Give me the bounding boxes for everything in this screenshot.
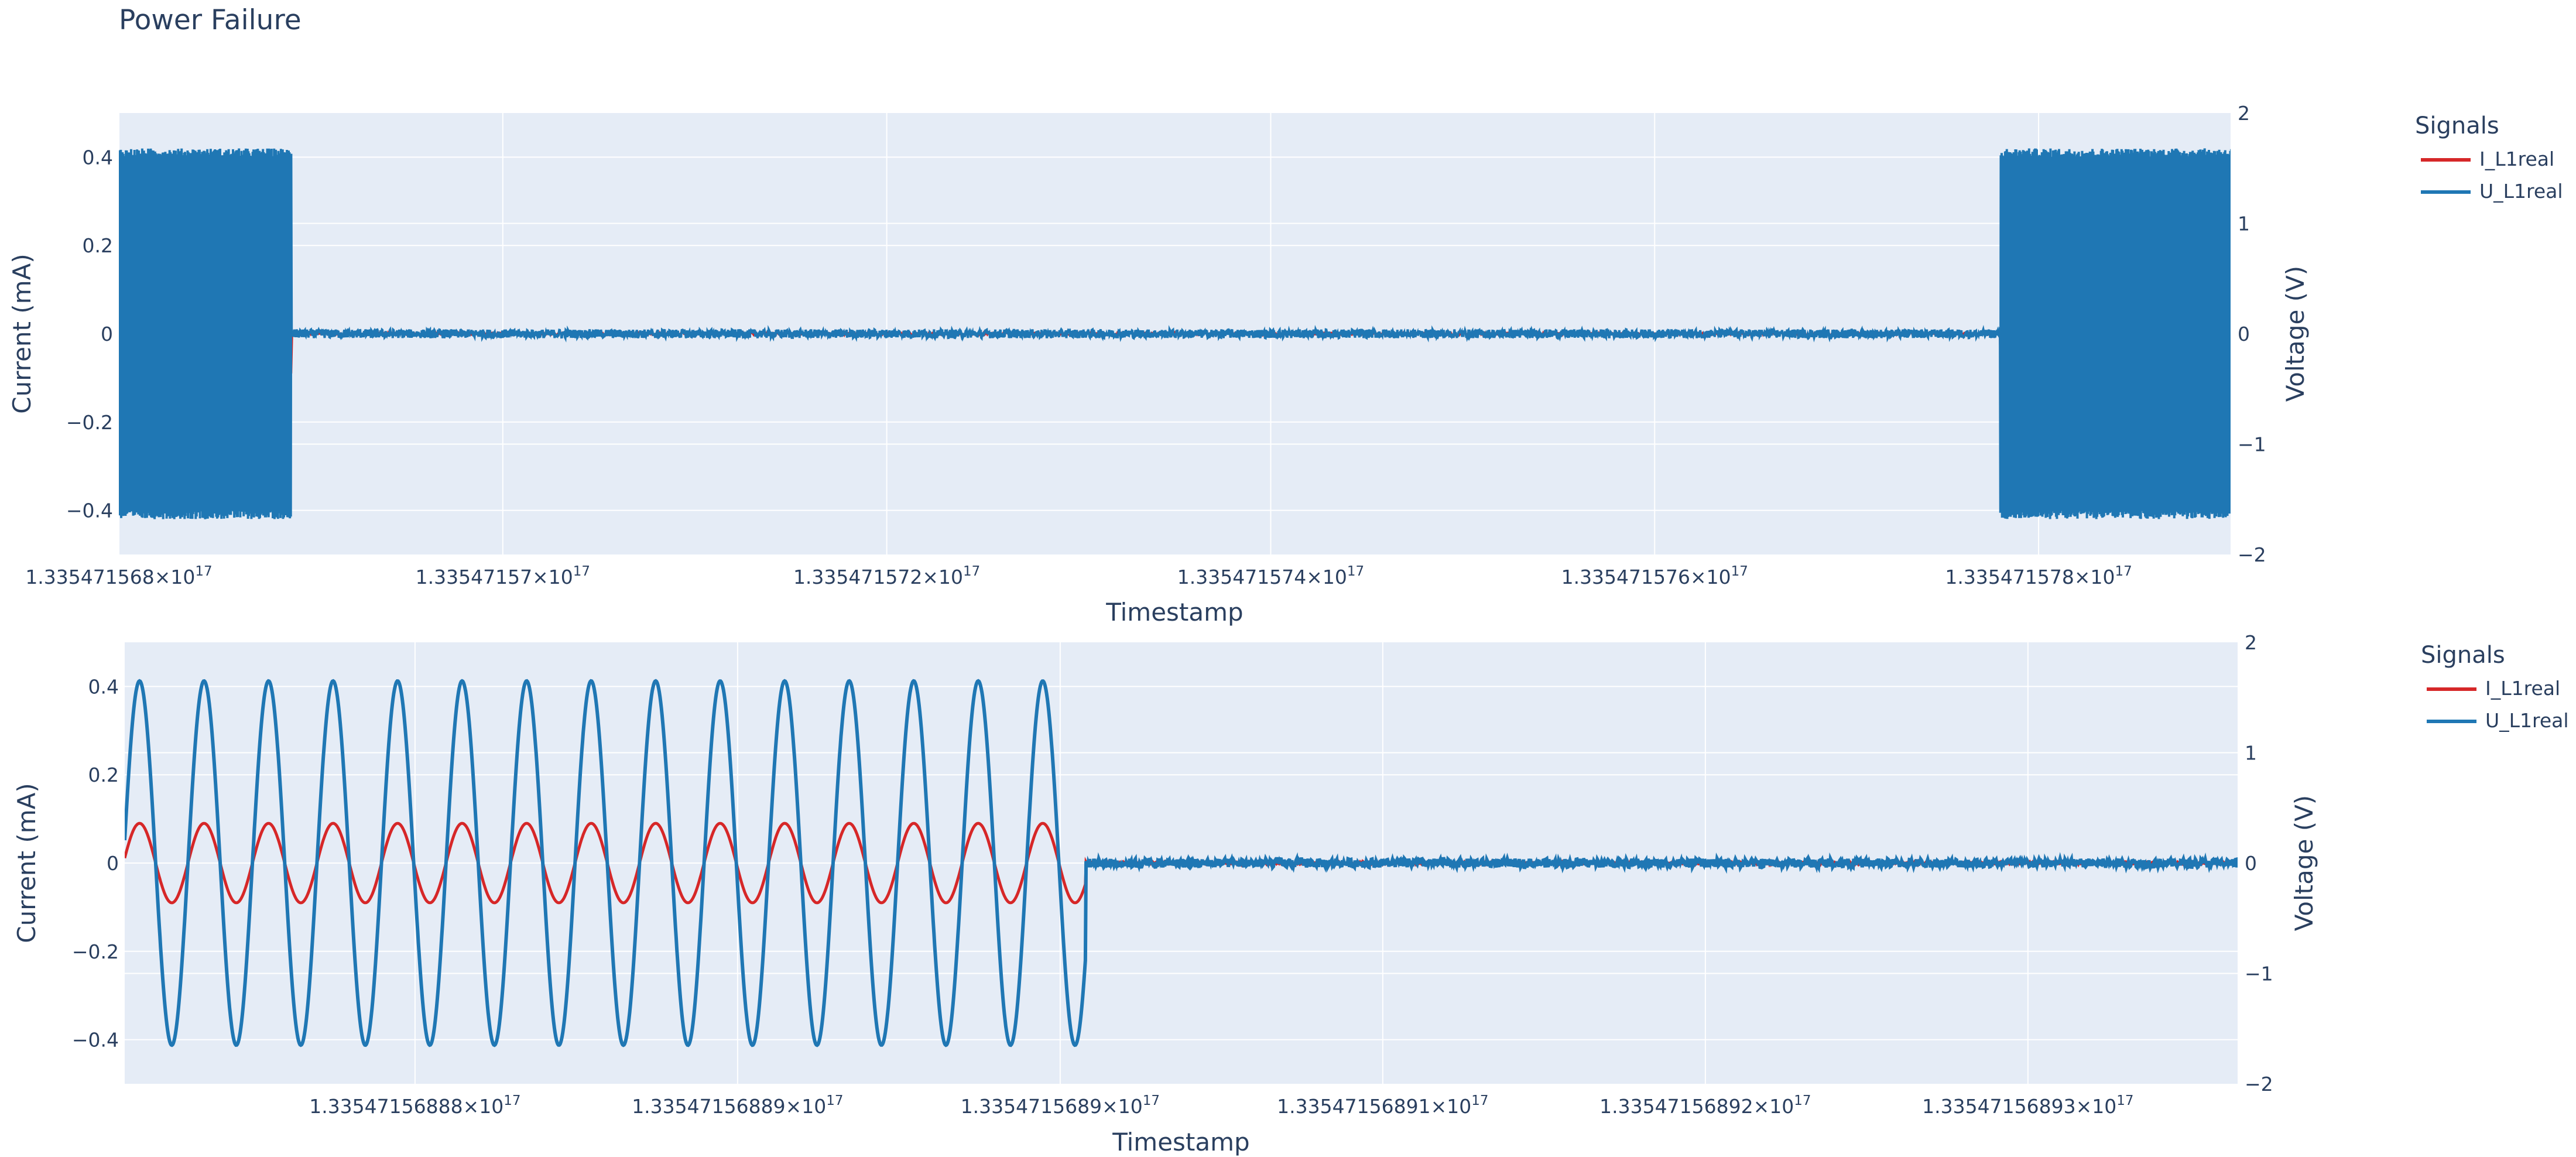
y-axis-title: Current (mA) bbox=[8, 254, 36, 414]
subplot-2: 0.4 0.2 0 −0.2 −0.4 2 1 0 −1 −2 1.33547156888×1017… bbox=[12, 631, 2569, 1156]
legend-label: I_L1real bbox=[2485, 677, 2560, 700]
y2-tick-label: 2 bbox=[2245, 631, 2257, 654]
x-tick-label: 1.33547156892×1017 bbox=[1599, 1093, 1811, 1118]
x-axis-title: Timestamp bbox=[1112, 1128, 1249, 1156]
legend-item-U_L1real[interactable]: U_L1real bbox=[2427, 709, 2569, 732]
legend-label: I_L1real bbox=[2479, 148, 2554, 170]
legend-label: U_L1real bbox=[2479, 180, 2563, 203]
y-tick-label: −0.4 bbox=[72, 1029, 119, 1052]
x-tick-label: 1.33547156891×1017 bbox=[1277, 1093, 1488, 1118]
y-tick-label: 0.2 bbox=[88, 764, 119, 786]
y2-tick-label: −1 bbox=[2245, 963, 2273, 985]
legend-title: Signals bbox=[2421, 642, 2505, 669]
subplot-1: 0.4 0.2 0 −0.2 −0.4 2 1 0 −1 −2 1.335471568×1017 1.… bbox=[8, 102, 2563, 627]
y-tick-label: 0.4 bbox=[83, 146, 113, 169]
series-U_L1real bbox=[119, 148, 2231, 519]
y2-tick-label: −2 bbox=[2238, 543, 2266, 566]
x-tick-label: 1.335471568×1017 bbox=[25, 564, 212, 588]
y2-tick-label: 1 bbox=[2245, 742, 2257, 765]
x-tick-label: 1.335471578×1017 bbox=[1945, 564, 2132, 588]
x-tick-label: 1.335471576×1017 bbox=[1561, 564, 1748, 588]
x-tick-label: 1.33547156889×1017 bbox=[632, 1093, 843, 1118]
y2-tick-label: 0 bbox=[2238, 323, 2250, 345]
x-axis-title: Timestamp bbox=[1105, 598, 1243, 627]
y2-tick-label: 1 bbox=[2238, 213, 2250, 235]
x-tick-label: 1.33547156888×1017 bbox=[309, 1093, 520, 1118]
y-tick-label: −0.4 bbox=[66, 499, 113, 522]
y-tick-label: 0 bbox=[107, 852, 119, 875]
y2-tick-label: −1 bbox=[2238, 433, 2266, 456]
legend-item-I_L1real[interactable]: I_L1real bbox=[2427, 677, 2560, 700]
x-tick-label: 1.33547156893×1017 bbox=[1922, 1093, 2133, 1118]
y2-tick-label: 2 bbox=[2238, 102, 2250, 125]
y-axis-title: Current (mA) bbox=[12, 783, 41, 943]
figure-title: Power Failure bbox=[119, 4, 302, 36]
y-tick-label: 0.2 bbox=[83, 234, 113, 257]
legend-label: U_L1real bbox=[2485, 709, 2569, 732]
y2-axis-title: Voltage (V) bbox=[2290, 795, 2318, 931]
y2-tick-label: 0 bbox=[2245, 852, 2257, 875]
x-tick-label: 1.335471572×1017 bbox=[793, 564, 980, 588]
y-tick-label: 0 bbox=[101, 323, 113, 345]
y2-tick-label: −2 bbox=[2245, 1073, 2273, 1096]
y-tick-label: −0.2 bbox=[66, 411, 113, 434]
legend-title: Signals bbox=[2415, 112, 2499, 139]
legend: Signals I_L1real U_L1real bbox=[2421, 642, 2569, 732]
series-U_L1real bbox=[125, 679, 2238, 1048]
legend: Signals I_L1real U_L1real bbox=[2415, 112, 2563, 203]
x-tick-label: 1.335471574×1017 bbox=[1177, 564, 1364, 588]
y-tick-label: −0.2 bbox=[72, 940, 119, 963]
y2-axis-title: Voltage (V) bbox=[2281, 266, 2310, 402]
x-tick-label: 1.33547157×1017 bbox=[416, 564, 590, 588]
y-tick-label: 0.4 bbox=[88, 675, 119, 698]
legend-item-I_L1real[interactable]: I_L1real bbox=[2421, 148, 2554, 170]
legend-item-U_L1real[interactable]: U_L1real bbox=[2421, 180, 2563, 203]
x-tick-label: 1.3354715689×1017 bbox=[961, 1093, 1160, 1118]
